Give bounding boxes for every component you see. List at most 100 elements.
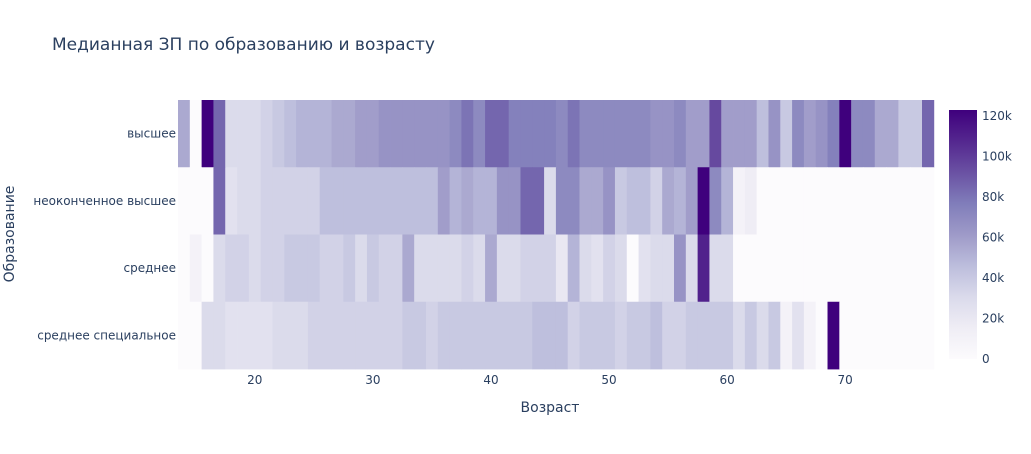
heatmap-cell <box>733 100 746 168</box>
heatmap-cell <box>402 301 415 370</box>
heatmap-cell <box>674 100 687 168</box>
x-tick-label: 30 <box>365 373 380 387</box>
heatmap-cell <box>614 100 628 168</box>
heatmap-cell <box>768 301 781 370</box>
heatmap-cell <box>260 301 273 370</box>
heatmap-cell <box>815 301 828 370</box>
heatmap-cell <box>886 167 899 235</box>
heatmap-cell <box>567 100 580 168</box>
heatmap-cell <box>237 301 250 370</box>
heatmap-cell <box>674 301 687 370</box>
heatmap-cell <box>697 234 710 303</box>
heatmap-cell <box>567 167 580 235</box>
heatmap-cell <box>307 234 321 303</box>
heatmap-cell <box>851 167 864 235</box>
heatmap-cell <box>378 167 391 235</box>
heatmap-cell <box>473 301 486 370</box>
heatmap-cell <box>579 301 592 370</box>
heatmap-cell <box>827 100 840 168</box>
heatmap-cell <box>248 100 262 168</box>
heatmap-cell <box>366 167 380 235</box>
x-axis-title: Возраст <box>521 400 580 416</box>
heatmap-cell <box>874 167 887 235</box>
heatmap-cell <box>709 234 722 303</box>
heatmap-cell <box>792 100 805 168</box>
heatmap-cell <box>355 100 368 168</box>
colorbar-tick-label: 20k <box>982 312 1004 326</box>
heatmap-cell <box>319 301 332 370</box>
chart-title: Медианная ЗП по образованию и возрасту <box>52 35 435 55</box>
heatmap-cell <box>402 100 415 168</box>
heatmap-cell <box>319 100 332 168</box>
heatmap-cell <box>662 234 675 303</box>
heatmap-cell <box>178 100 191 168</box>
heatmap-cell <box>496 100 510 168</box>
heatmap-cell <box>780 167 793 235</box>
heatmap-cell <box>544 100 557 168</box>
heatmap-cell <box>650 100 663 168</box>
heatmap-cell <box>544 301 557 370</box>
heatmap-cell <box>674 167 687 235</box>
heatmap-cell <box>390 301 403 370</box>
heatmap-cell <box>591 301 604 370</box>
heatmap-cell <box>284 100 297 168</box>
heatmap-cell <box>650 301 663 370</box>
heatmap-cell <box>733 167 746 235</box>
heatmap-cell <box>485 301 498 370</box>
heatmap-cell <box>638 301 651 370</box>
x-tick-labels: 20 30 40 50 60 70 <box>247 373 853 387</box>
heatmap-cell <box>296 100 309 168</box>
heatmap-cell <box>756 301 769 370</box>
heatmap-cell <box>496 234 510 303</box>
heatmap-cell <box>189 234 203 303</box>
heatmap-cell <box>780 301 793 370</box>
colorbar-tick-labels: 0 20k 40k 60k 80k 100k 120k <box>982 109 1012 366</box>
heatmap-cell <box>414 234 427 303</box>
heatmap-cell <box>237 100 250 168</box>
heatmap-cell <box>508 301 521 370</box>
heatmap-cell <box>603 167 616 235</box>
x-tick-label: 50 <box>601 373 616 387</box>
heatmap-cell <box>922 234 935 303</box>
heatmap-cell <box>437 167 451 235</box>
heatmap-cell <box>213 167 226 235</box>
heatmap-cell <box>201 100 214 168</box>
heatmap-cell <box>792 167 805 235</box>
heatmap-cell <box>662 100 675 168</box>
heatmap-cell <box>567 301 580 370</box>
heatmap-cell <box>496 167 510 235</box>
heatmap-cell <box>178 301 191 370</box>
heatmap-cell <box>390 167 403 235</box>
heatmap-cell <box>485 234 498 303</box>
colorbar-tick-label: 100k <box>982 150 1012 164</box>
heatmap-cell <box>756 167 769 235</box>
heatmap-cell <box>461 100 474 168</box>
y-tick-label: среднее <box>123 261 176 275</box>
heatmap-cell <box>697 301 710 370</box>
heatmap-cell <box>626 167 639 235</box>
heatmap-cell <box>803 301 817 370</box>
heatmap-cell <box>744 100 758 168</box>
heatmap-cell <box>426 234 439 303</box>
heatmap-cell <box>331 301 344 370</box>
heatmap-cell <box>910 234 923 303</box>
y-tick-labels: высшее неоконченное высшее среднее среднее … <box>33 127 176 343</box>
heatmap-cell <box>874 234 887 303</box>
heatmap-cell <box>662 301 675 370</box>
heatmap-cell <box>886 301 899 370</box>
heatmap-cell <box>839 301 852 370</box>
heatmap-cell <box>803 100 817 168</box>
heatmap-cell <box>260 100 273 168</box>
heatmap-cell <box>485 100 498 168</box>
colorbar-tick-label: 40k <box>982 271 1004 285</box>
heatmap-cell <box>237 234 250 303</box>
heatmap-cell <box>922 301 935 370</box>
x-tick-label: 70 <box>838 373 853 387</box>
heatmap-cell <box>756 100 769 168</box>
heatmap-cell <box>461 301 474 370</box>
heatmap-cell <box>390 100 403 168</box>
heatmap-cell <box>650 167 663 235</box>
heatmap-cell <box>910 100 923 168</box>
colorbar <box>949 110 977 359</box>
heatmap-cell <box>815 167 828 235</box>
